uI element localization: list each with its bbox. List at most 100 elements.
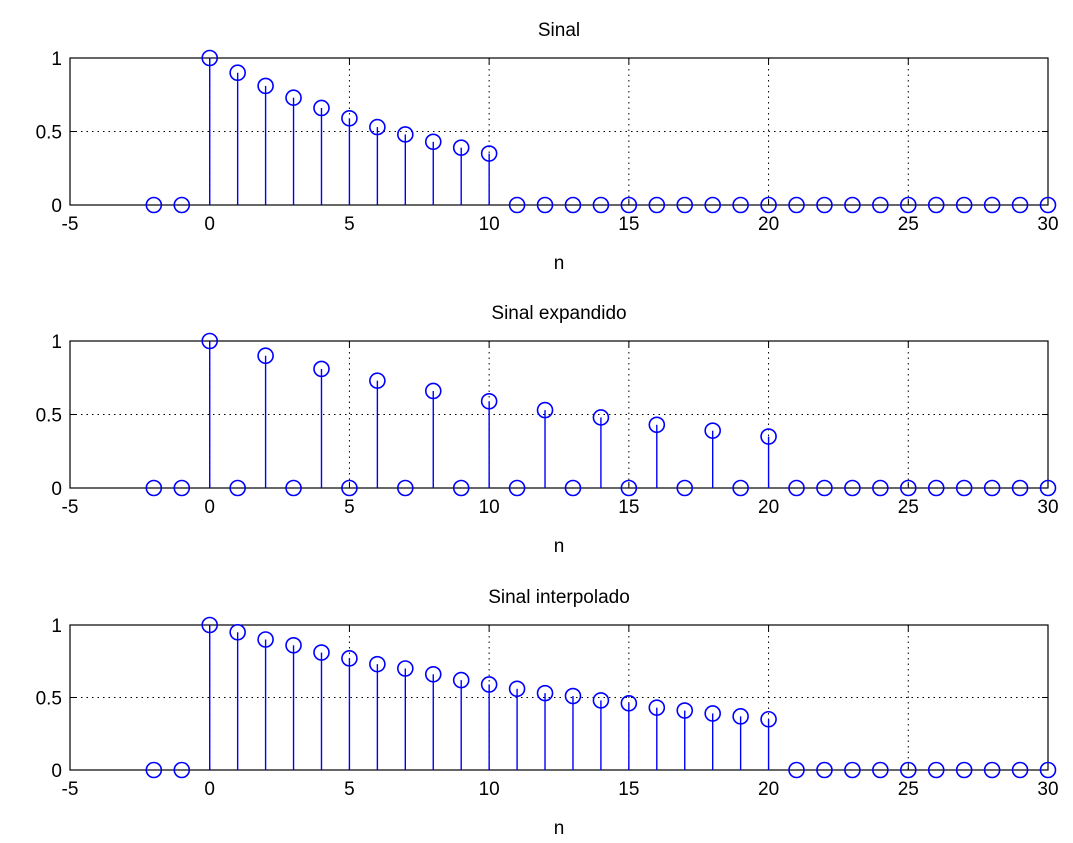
- y-tick-label: 0: [51, 196, 62, 217]
- x-tick-label: -5: [62, 779, 79, 800]
- stem-marker: [899, 761, 917, 779]
- x-tick-label: 30: [1037, 214, 1058, 235]
- stem-marker: [1039, 761, 1057, 779]
- stem-marker: [620, 694, 638, 712]
- stem-marker: [648, 196, 666, 214]
- chart-title: Sinal interpolado: [488, 587, 630, 608]
- y-tick-label: 0.5: [36, 123, 62, 144]
- stem-marker: [369, 655, 386, 673]
- x-axis-label: n: [554, 536, 565, 557]
- stem-marker: [732, 479, 749, 497]
- stem-marker: [620, 196, 638, 214]
- x-tick-label: -5: [62, 214, 79, 235]
- stem-marker: [899, 479, 917, 497]
- stem-marker: [955, 196, 973, 214]
- stem-marker: [480, 145, 498, 162]
- stem-marker: [592, 409, 610, 426]
- stem-marker: [676, 702, 694, 719]
- stem-marker: [397, 479, 414, 497]
- x-tick-label: 15: [618, 779, 639, 800]
- chart-title: Sinal expandido: [491, 303, 626, 324]
- stem-marker: [341, 109, 358, 127]
- stem-marker: [285, 89, 302, 106]
- stem-marker: [872, 479, 889, 497]
- x-tick-label: 30: [1037, 779, 1058, 800]
- stem-marker: [955, 479, 973, 497]
- stem-marker: [145, 761, 163, 779]
- stem-marker: [648, 416, 666, 434]
- x-tick-label: 25: [898, 779, 919, 800]
- stem-marker: [452, 671, 470, 689]
- stem-marker: [201, 49, 219, 67]
- stem-marker: [1039, 196, 1057, 214]
- x-tick-label: 20: [758, 779, 779, 800]
- stem-marker: [704, 705, 721, 722]
- stem-marker: [872, 196, 889, 214]
- x-tick-label: 0: [204, 779, 215, 800]
- x-tick-label: 25: [898, 497, 919, 518]
- stem-marker: [257, 631, 274, 648]
- y-tick-label: 1: [51, 332, 62, 353]
- stem-marker: [983, 761, 1001, 779]
- stem-marker: [788, 479, 805, 497]
- stem-marker: [927, 479, 945, 497]
- stem-marker: [760, 196, 777, 214]
- stem-marker: [983, 479, 1001, 497]
- chart-title: Sinal: [538, 20, 580, 41]
- stem-marker: [704, 422, 721, 439]
- stem-marker: [1011, 196, 1029, 214]
- stem-marker: [452, 479, 470, 497]
- x-tick-label: -5: [62, 497, 79, 518]
- stem-marker: [620, 479, 638, 497]
- stem-marker: [424, 133, 442, 151]
- stem-marker: [676, 479, 694, 497]
- y-tick-label: 1: [51, 49, 62, 70]
- stem-marker: [844, 196, 861, 214]
- stem-marker: [173, 761, 191, 779]
- stem-marker: [397, 126, 414, 143]
- stem-marker: [1011, 479, 1029, 497]
- y-tick-label: 0: [51, 479, 62, 500]
- stem-marker: [229, 64, 246, 81]
- stem-marker: [173, 196, 191, 214]
- stem-marker: [648, 699, 666, 716]
- x-tick-label: 15: [618, 214, 639, 235]
- stem-marker: [424, 382, 442, 400]
- stem-marker: [536, 401, 554, 419]
- stem-marker: [536, 684, 554, 702]
- stem-marker: [676, 196, 694, 214]
- stem-marker: [285, 479, 302, 497]
- x-tick-label: 5: [344, 214, 355, 235]
- stem-marker: [424, 665, 442, 683]
- stem-marker: [313, 644, 330, 661]
- stem-marker: [229, 623, 246, 641]
- x-axis-label: n: [554, 253, 565, 274]
- stem-marker: [816, 761, 833, 779]
- stem-marker: [369, 372, 386, 389]
- stem-marker: [313, 360, 330, 378]
- y-tick-label: 0: [51, 761, 62, 782]
- stem-marker: [844, 761, 861, 779]
- stem-marker: [816, 196, 833, 214]
- stem-marker: [760, 710, 777, 728]
- stem-marker: [257, 347, 274, 365]
- stem-marker: [983, 196, 1001, 214]
- stem-marker: [229, 479, 246, 497]
- stem-marker: [564, 479, 582, 497]
- x-tick-label: 5: [344, 779, 355, 800]
- stem-marker: [341, 650, 358, 667]
- stem-marker: [201, 332, 219, 350]
- y-tick-label: 1: [51, 616, 62, 637]
- stem-marker: [397, 660, 414, 677]
- stem-marker: [508, 196, 526, 214]
- stem-marker: [592, 692, 610, 709]
- stem-marker: [564, 196, 582, 214]
- stem-marker: [369, 118, 386, 136]
- stem-marker: [257, 77, 274, 95]
- stem-marker: [508, 479, 526, 497]
- stem-marker: [341, 479, 358, 497]
- stem-marker: [955, 761, 973, 779]
